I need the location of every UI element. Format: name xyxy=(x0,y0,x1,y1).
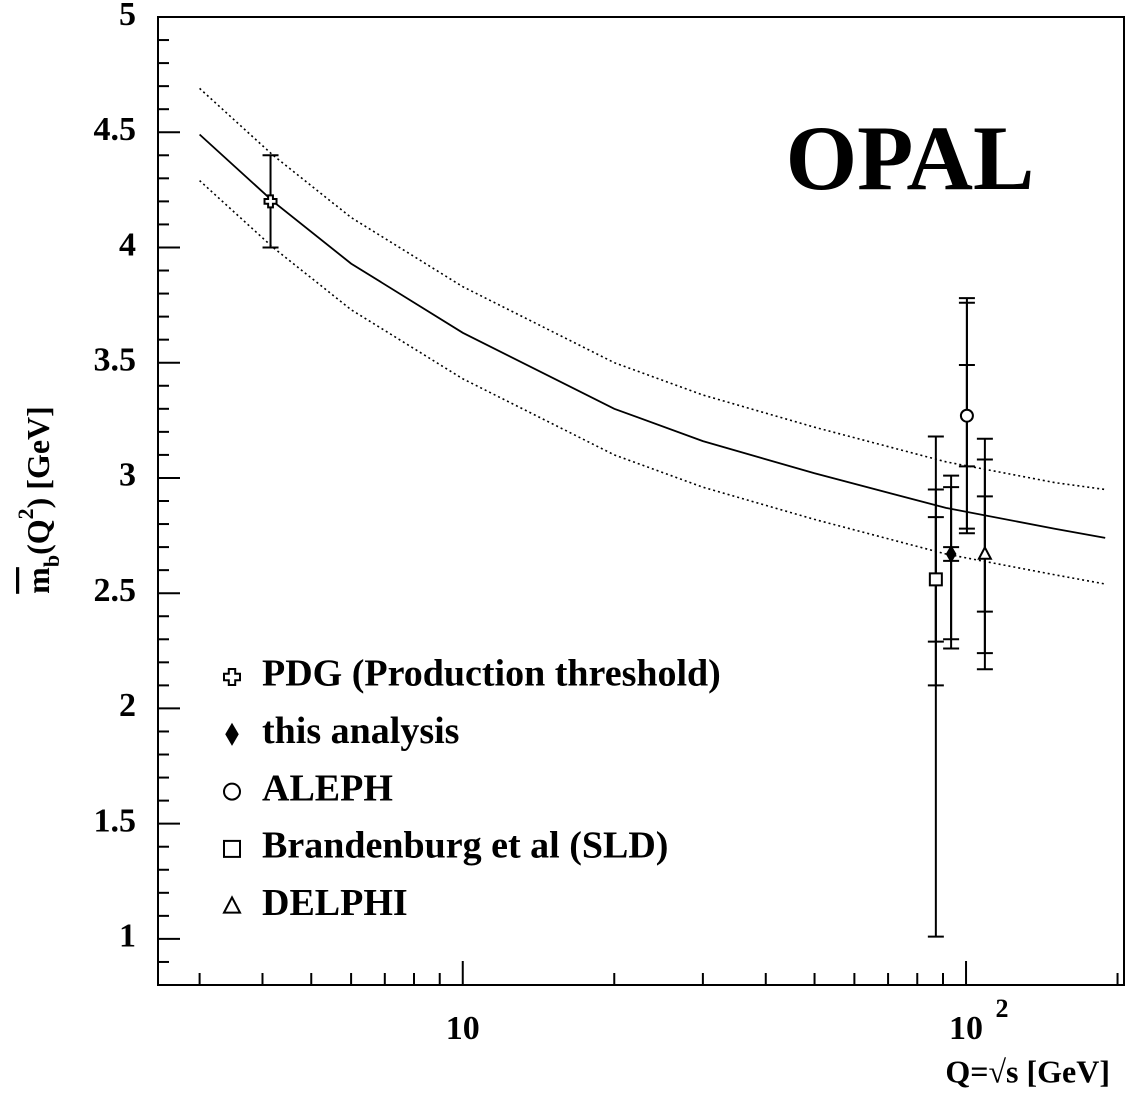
data-point xyxy=(977,545,993,560)
y-label-part: (Q xyxy=(20,519,56,555)
y-tick-label: 2 xyxy=(119,687,136,724)
data-point xyxy=(263,194,278,209)
y-tick-label: 4.5 xyxy=(94,111,137,148)
y-label-part: m xyxy=(20,567,56,594)
data-point xyxy=(945,544,957,564)
y-tick-label: 5 xyxy=(119,0,136,33)
y-tick-label: 2.5 xyxy=(94,572,137,609)
chart-title: OPAL xyxy=(786,107,1035,209)
curve xyxy=(199,87,1106,491)
x-tick-label: 10 xyxy=(446,1010,480,1047)
legend-marker xyxy=(223,839,241,858)
legend-label: Brandenburg et al (SLD) xyxy=(262,825,668,867)
data-point xyxy=(959,408,974,423)
legend-marker xyxy=(225,722,239,746)
y-label-part: 2 xyxy=(13,508,38,519)
y-tick-label: 1 xyxy=(119,918,136,955)
curve xyxy=(199,180,1106,585)
legend-item: Brandenburg et al (SLD) xyxy=(223,825,668,867)
x-tick-exponent: 2 xyxy=(996,994,1009,1023)
y-label-part: ) [GeV] xyxy=(20,406,56,508)
legend-marker xyxy=(223,782,241,801)
legend-marker xyxy=(222,895,242,914)
legend-item: DELPHI xyxy=(222,882,408,924)
y-tick-label: 3.5 xyxy=(94,342,137,379)
x-axis-label: Q=√s [GeV] xyxy=(945,1053,1110,1089)
legend-label: this analysis xyxy=(262,710,459,752)
legend-label: DELPHI xyxy=(262,882,408,924)
y-tick-label: 4 xyxy=(119,226,136,263)
legend-item: PDG (Production threshold) xyxy=(223,653,721,695)
curve xyxy=(198,133,1106,539)
y-axis-label-text: mb(Q2) [GeV] xyxy=(13,406,64,594)
legend-label: PDG (Production threshold) xyxy=(262,653,721,695)
legend-item: this analysis xyxy=(225,710,459,752)
y-axis-label: mb(Q2) [GeV] xyxy=(13,406,64,594)
y-label-part: b xyxy=(39,555,64,567)
x-tick-label: 10 xyxy=(949,1010,983,1047)
legend-label: ALEPH xyxy=(262,767,393,809)
y-tick-label: 3 xyxy=(119,457,136,494)
legend-item: ALEPH xyxy=(223,767,393,809)
data-point xyxy=(928,572,943,587)
y-tick-label: 1.5 xyxy=(94,802,137,839)
legend-marker xyxy=(223,668,241,686)
